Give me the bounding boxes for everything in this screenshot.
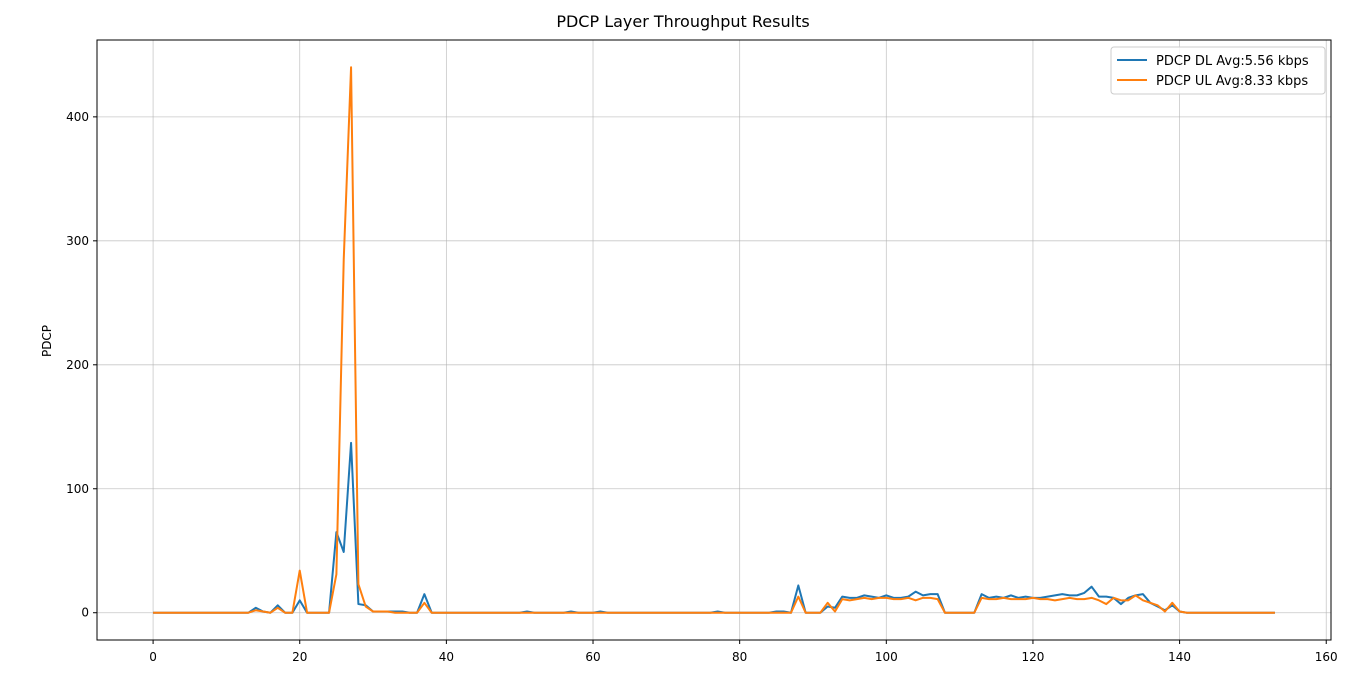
x-tick-label: 80	[732, 650, 747, 664]
x-tick-label: 140	[1168, 650, 1191, 664]
legend: PDCP DL Avg:5.56 kbps PDCP UL Avg:8.33 kb…	[1110, 46, 1326, 95]
legend-box	[1110, 46, 1326, 95]
y-tick-label: 200	[66, 358, 89, 372]
y-tick-label: 400	[66, 110, 89, 124]
x-tick-label: 60	[585, 650, 600, 664]
series-line-2	[153, 66, 1275, 614]
x-tick-label: 120	[1021, 650, 1044, 664]
axis-ticks: 0 20 40 60 80 100 120 140 160 0 100 200 300 400	[66, 110, 1338, 664]
legend-label-2: PDCP UL Avg:8.33 kbps	[1156, 74, 1308, 89]
y-tick-label: 0	[81, 606, 89, 620]
x-tick-label: 40	[439, 650, 454, 664]
gridlines	[97, 40, 1331, 640]
y-tick-label: 100	[66, 482, 89, 496]
x-tick-label: 0	[149, 650, 157, 664]
y-axis-label: PDCP	[40, 325, 54, 357]
chart-title: PDCP Layer Throughput Results	[556, 12, 809, 31]
x-tick-label: 100	[875, 650, 898, 664]
y-tick-label: 300	[66, 234, 89, 248]
series-layer	[153, 66, 1275, 614]
plot-frame	[96, 39, 1332, 641]
x-tick-label: 20	[292, 650, 307, 664]
x-tick-label: 160	[1315, 650, 1338, 664]
legend-label-1: PDCP DL Avg:5.56 kbps	[1156, 54, 1309, 69]
series-line-1	[153, 441, 1275, 614]
